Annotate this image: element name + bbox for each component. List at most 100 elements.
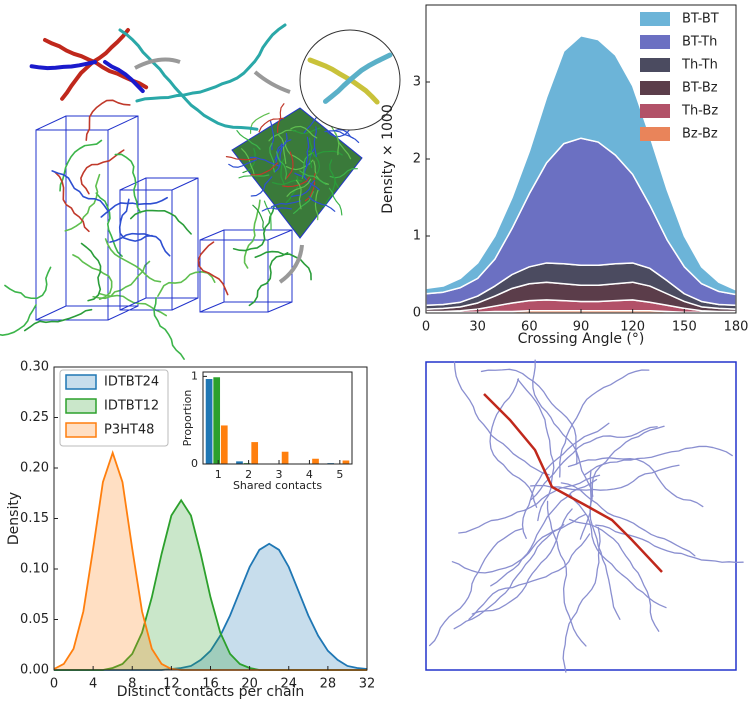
chain: [295, 179, 302, 210]
y-tick-label: 1: [413, 229, 421, 244]
chain: [326, 126, 353, 138]
density-area: [54, 452, 367, 670]
chain: [278, 134, 287, 164]
chain: [428, 528, 523, 647]
sim-box-edge: [267, 229, 293, 241]
sim-box: [223, 229, 293, 303]
chain: [59, 139, 103, 192]
chain: [243, 199, 261, 269]
plot-frame: [53, 366, 368, 671]
chain: [54, 171, 90, 233]
chain: [236, 129, 261, 150]
x-tick-label: 16: [202, 677, 219, 692]
y-tick-label: 3: [413, 75, 421, 90]
y-tick-label: 1: [191, 369, 198, 382]
sim-box-edge: [35, 305, 67, 321]
chain: [293, 191, 314, 215]
chain: [560, 482, 696, 557]
legend-label: IDTBT24: [104, 375, 159, 390]
chain: [250, 176, 273, 197]
chain: [85, 99, 131, 142]
chain: [23, 308, 93, 332]
flow-arrow: [134, 57, 181, 70]
chain: [0, 304, 37, 336]
sim-box-edge: [107, 115, 139, 131]
bar: [342, 460, 350, 464]
sim-box-edge: [119, 297, 147, 311]
x-tick-label: 3: [276, 468, 283, 481]
y-tick-label: 0.30: [20, 360, 49, 375]
chain: [453, 361, 550, 476]
y-axis-label: Density: [6, 492, 22, 545]
sim-box-edge: [107, 305, 139, 321]
illustrations: [0, 23, 744, 673]
chain: [228, 158, 258, 168]
chain: [328, 187, 343, 216]
chain: [252, 204, 266, 233]
chain: [490, 478, 598, 587]
y-tick-label: 0.05: [20, 612, 49, 627]
chain: [532, 359, 594, 497]
legend-label: Th-Th: [681, 58, 718, 73]
chain: [254, 250, 312, 281]
legend-swatch: [65, 374, 97, 390]
chain: [521, 422, 610, 539]
x-tick-label: 120: [620, 320, 645, 335]
sim-box: [65, 115, 139, 307]
x-tick-label: 32: [359, 677, 376, 692]
legend-swatch: [65, 422, 97, 438]
x-tick-label: 1: [215, 468, 222, 481]
chain: [480, 368, 578, 465]
y-tick-label: 0.15: [20, 511, 49, 526]
chain: [157, 271, 216, 297]
chain: [453, 524, 565, 630]
chain: [242, 147, 256, 174]
chain: [286, 178, 312, 197]
bar: [312, 458, 319, 464]
x-tick-label: 12: [163, 677, 180, 692]
chain: [329, 159, 340, 189]
x-tick-label: 5: [336, 468, 343, 481]
chain: [284, 151, 294, 180]
x-tick-label: 4: [306, 468, 313, 481]
chain: [109, 232, 171, 257]
density-area: [54, 500, 367, 670]
chain: [248, 252, 289, 307]
legend-label: Th-Bz: [681, 104, 718, 119]
chain: [263, 200, 272, 231]
sim-box-edge: [199, 301, 225, 313]
chain: [305, 136, 310, 168]
network-frame: [425, 361, 737, 671]
chain: [468, 533, 591, 620]
chain: [118, 28, 259, 131]
chain: [313, 126, 317, 158]
chain: [118, 198, 153, 242]
chain: [589, 469, 621, 620]
x-tick-label: 90: [573, 320, 590, 335]
chain: [559, 369, 650, 478]
chain: [285, 175, 299, 204]
legend-swatch: [640, 127, 670, 141]
x-tick-label: 0: [422, 320, 430, 335]
sim-box: [35, 129, 109, 321]
chain: [100, 196, 168, 218]
chain: [282, 176, 311, 188]
chain: [307, 150, 321, 177]
x-axis-label: Crossing Angle (°): [518, 331, 645, 347]
chain: [64, 173, 101, 232]
x-tick-label: 20: [241, 677, 258, 692]
bar: [236, 461, 243, 464]
chain: [72, 254, 113, 301]
plot-frame: [202, 371, 353, 465]
y-axis-label: Density × 1000: [380, 104, 396, 213]
x-tick-label: 150: [672, 320, 697, 335]
chain: [308, 196, 336, 212]
x-tick-label: 30: [469, 320, 486, 335]
sim-box-edge: [171, 177, 199, 191]
highlight-chain: [483, 393, 663, 573]
chain: [270, 200, 302, 208]
chain: [280, 157, 286, 187]
sim-box-edge: [199, 229, 225, 241]
chain: [276, 151, 288, 180]
legend-swatch: [640, 58, 670, 72]
